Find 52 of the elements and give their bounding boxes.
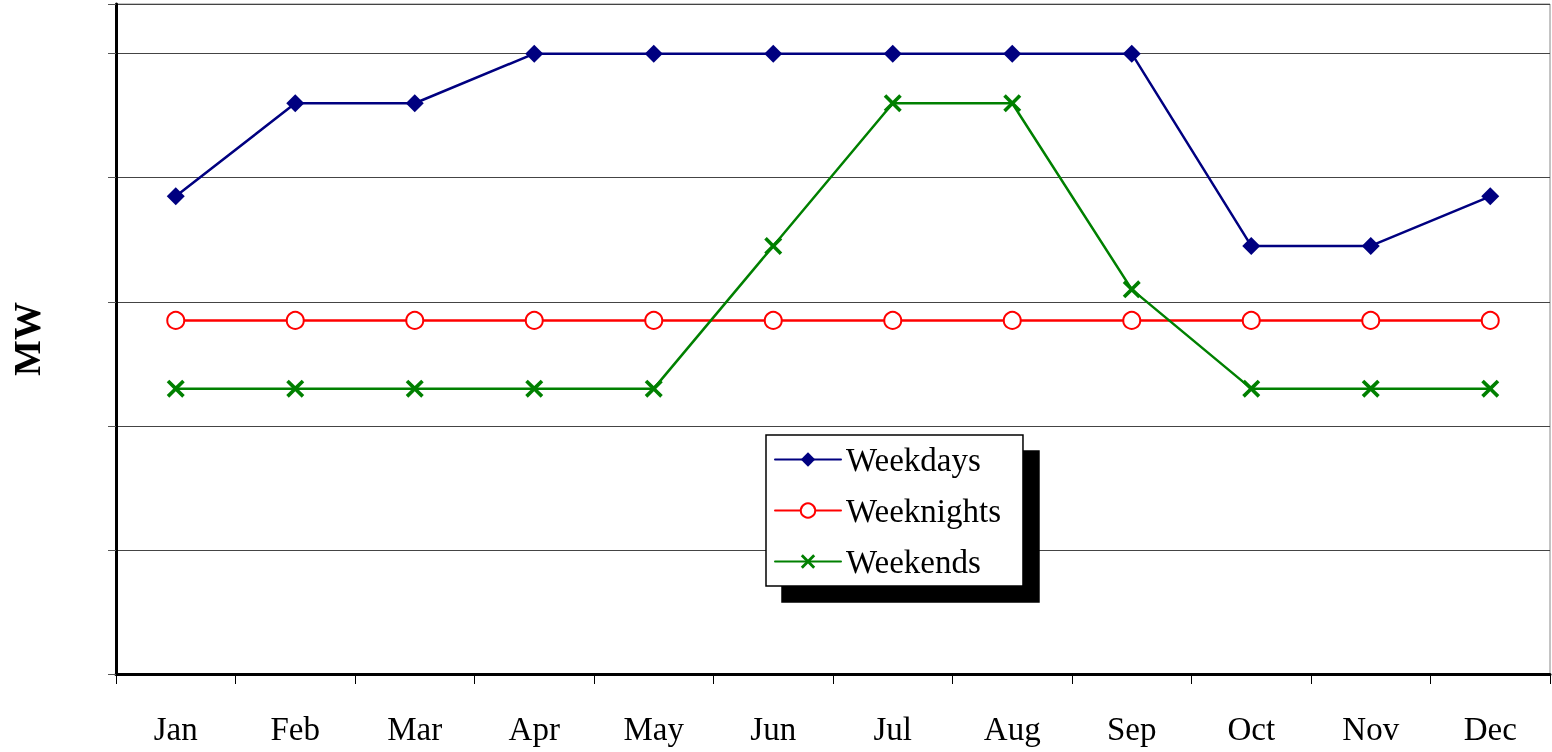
x-tick-label: Aug — [983, 710, 1041, 747]
point — [644, 310, 664, 330]
point — [644, 379, 663, 398]
point — [764, 236, 783, 255]
point — [1481, 379, 1500, 398]
point — [1003, 44, 1022, 63]
point — [1242, 379, 1261, 398]
point — [644, 44, 663, 63]
point — [1242, 236, 1261, 255]
x-tick-label: May — [623, 710, 685, 747]
point — [883, 44, 902, 63]
x-tick-label: Mar — [387, 710, 443, 747]
y-axis-title: MW — [6, 302, 48, 376]
point — [764, 44, 783, 63]
x-tick-label: Apr — [508, 710, 560, 747]
point — [1002, 310, 1022, 330]
x-tick-label: Jul — [873, 710, 913, 747]
legend-label: Weekends — [846, 543, 981, 580]
point — [286, 379, 305, 398]
point — [405, 379, 424, 398]
point — [1241, 310, 1261, 330]
point — [285, 310, 305, 330]
point — [1361, 236, 1380, 255]
point — [166, 187, 185, 206]
x-tick-label: Sep — [1107, 710, 1157, 747]
point — [1122, 280, 1141, 299]
point — [525, 44, 544, 63]
point — [286, 94, 305, 113]
x-tick-label: Nov — [1342, 710, 1400, 747]
x-tick-label: Dec — [1463, 710, 1517, 747]
point — [763, 310, 783, 330]
x-tick-label: Jun — [750, 710, 797, 747]
point — [166, 310, 186, 330]
point — [1122, 310, 1142, 330]
point — [1122, 44, 1141, 63]
point — [1003, 94, 1022, 113]
point — [166, 379, 185, 398]
point — [883, 310, 903, 330]
legend-label: Weekdays — [846, 441, 981, 478]
x-tick-label: Oct — [1227, 710, 1276, 747]
point — [1480, 310, 1500, 330]
point — [405, 310, 425, 330]
point — [1361, 379, 1380, 398]
point — [883, 94, 902, 113]
point — [524, 310, 544, 330]
x-tick-label: Feb — [270, 710, 320, 747]
legend-label: Weeknights — [846, 492, 1001, 529]
x-tick-label: Jan — [153, 710, 198, 747]
point — [1481, 187, 1500, 206]
point — [525, 379, 544, 398]
point — [405, 94, 424, 113]
point — [1361, 310, 1381, 330]
